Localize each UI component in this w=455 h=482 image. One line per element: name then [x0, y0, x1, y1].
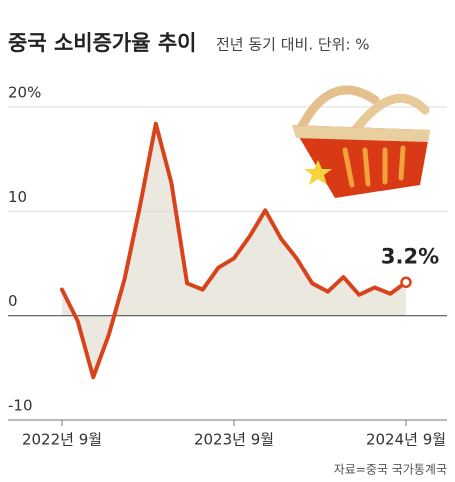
basket-illustration: [292, 85, 430, 198]
chart-subtitle: 전년 동기 대비. 단위: %: [216, 36, 370, 54]
value-label: 3.2%: [381, 244, 439, 268]
source: 자료=중국 국가통계국: [334, 463, 447, 477]
y-tick-label: 0: [8, 292, 18, 310]
x-tick-label: 2023년 9월: [194, 431, 274, 449]
x-tick-label: 2024년 9월: [366, 431, 446, 449]
area: [62, 123, 406, 378]
chart-title: 중국 소비증가율 추이: [8, 31, 197, 55]
y-tick-label: 20%: [8, 84, 41, 102]
line: [60, 121, 408, 380]
x-tick-label: 2022년 9월: [22, 431, 102, 449]
end-point: [400, 276, 412, 289]
y-tick-label: -10: [8, 397, 33, 415]
y-tick-label: 10: [8, 188, 27, 206]
